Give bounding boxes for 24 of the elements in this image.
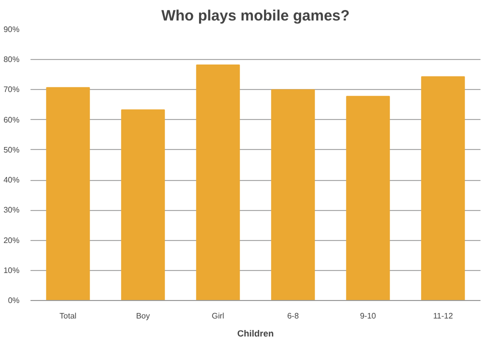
y-tick-label: 70% bbox=[3, 85, 20, 94]
x-tick-label: Total bbox=[60, 312, 77, 320]
bar bbox=[346, 96, 390, 300]
bar bbox=[271, 89, 315, 300]
y-tick-label: 10% bbox=[3, 266, 20, 275]
x-tick-label: 6-8 bbox=[287, 312, 300, 320]
y-tick-label: 60% bbox=[3, 115, 20, 124]
y-tick-label: 0% bbox=[8, 296, 20, 305]
y-tick-label: 30% bbox=[3, 206, 20, 215]
bar bbox=[421, 76, 465, 300]
y-tick-label: 20% bbox=[3, 236, 20, 245]
x-tick-label: 11-12 bbox=[433, 312, 454, 320]
bar bbox=[121, 109, 165, 300]
bar bbox=[196, 64, 240, 300]
y-tick-label: 40% bbox=[3, 176, 20, 185]
y-tick-label: 50% bbox=[3, 145, 20, 154]
bar bbox=[46, 87, 90, 300]
x-tick-label: Girl bbox=[212, 312, 224, 320]
x-tick-label: Boy bbox=[136, 312, 150, 320]
y-tick-label: 80% bbox=[3, 55, 20, 64]
y-tick-label: 90% bbox=[3, 25, 20, 34]
x-axis-title: Children bbox=[237, 328, 274, 338]
x-tick-label: 9-10 bbox=[360, 312, 377, 320]
chart-title: Who plays mobile games? bbox=[161, 8, 350, 24]
